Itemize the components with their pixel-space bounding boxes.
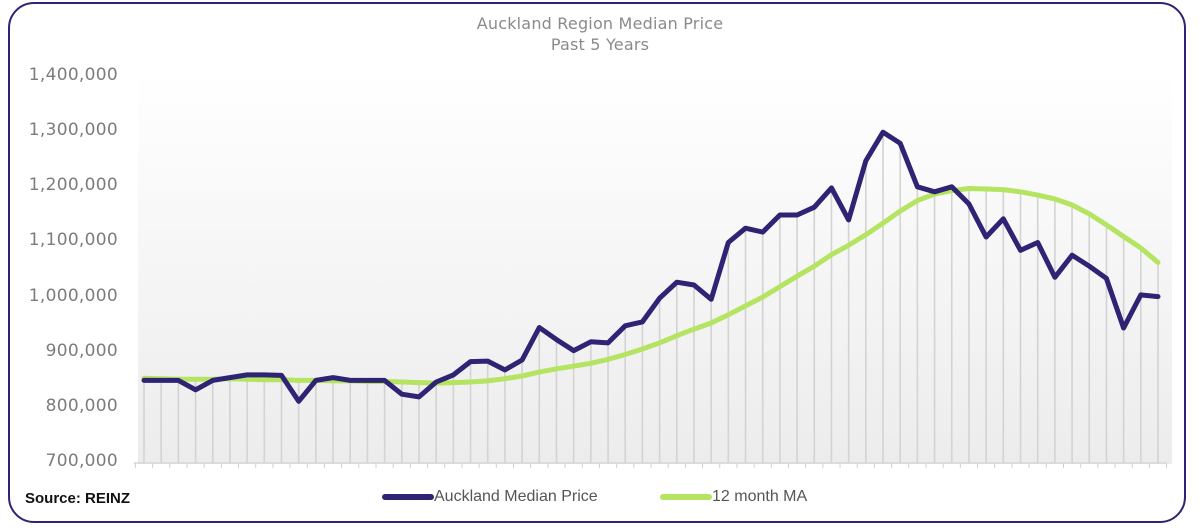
- y-tick-label: 1,400,000: [28, 65, 118, 85]
- legend-item-ma: 12 month MA: [660, 488, 807, 506]
- chart-subtitle: Past 5 Years: [550, 35, 650, 54]
- y-tick-label: 800,000: [45, 395, 118, 416]
- chart-title: Auckland Region Median Price: [476, 14, 724, 33]
- legend-label-ma: 12 month MA: [712, 488, 808, 505]
- y-tick-label: 1,200,000: [28, 175, 118, 196]
- legend-item-median: Auckland Median Price: [382, 488, 598, 506]
- chart-title-block: Auckland Region Median Price Past 5 Year…: [0, 13, 1200, 55]
- y-tick-label: 700,000: [45, 451, 118, 471]
- legend-swatch-ma: [660, 494, 712, 500]
- y-tick-label: 900,000: [45, 340, 118, 361]
- legend-swatch-median: [382, 494, 434, 500]
- y-tick-label: 1,000,000: [28, 285, 118, 306]
- y-tick-label: 1,300,000: [28, 120, 118, 141]
- median-price-line: [141, 129, 1161, 404]
- x-axis-ticks: [134, 463, 1168, 468]
- plot-background: [138, 70, 1172, 464]
- source-label: Source: REINZ: [25, 490, 131, 507]
- y-tick-label: 1,100,000: [28, 230, 118, 251]
- legend-label-median: Auckland Median Price: [434, 488, 598, 505]
